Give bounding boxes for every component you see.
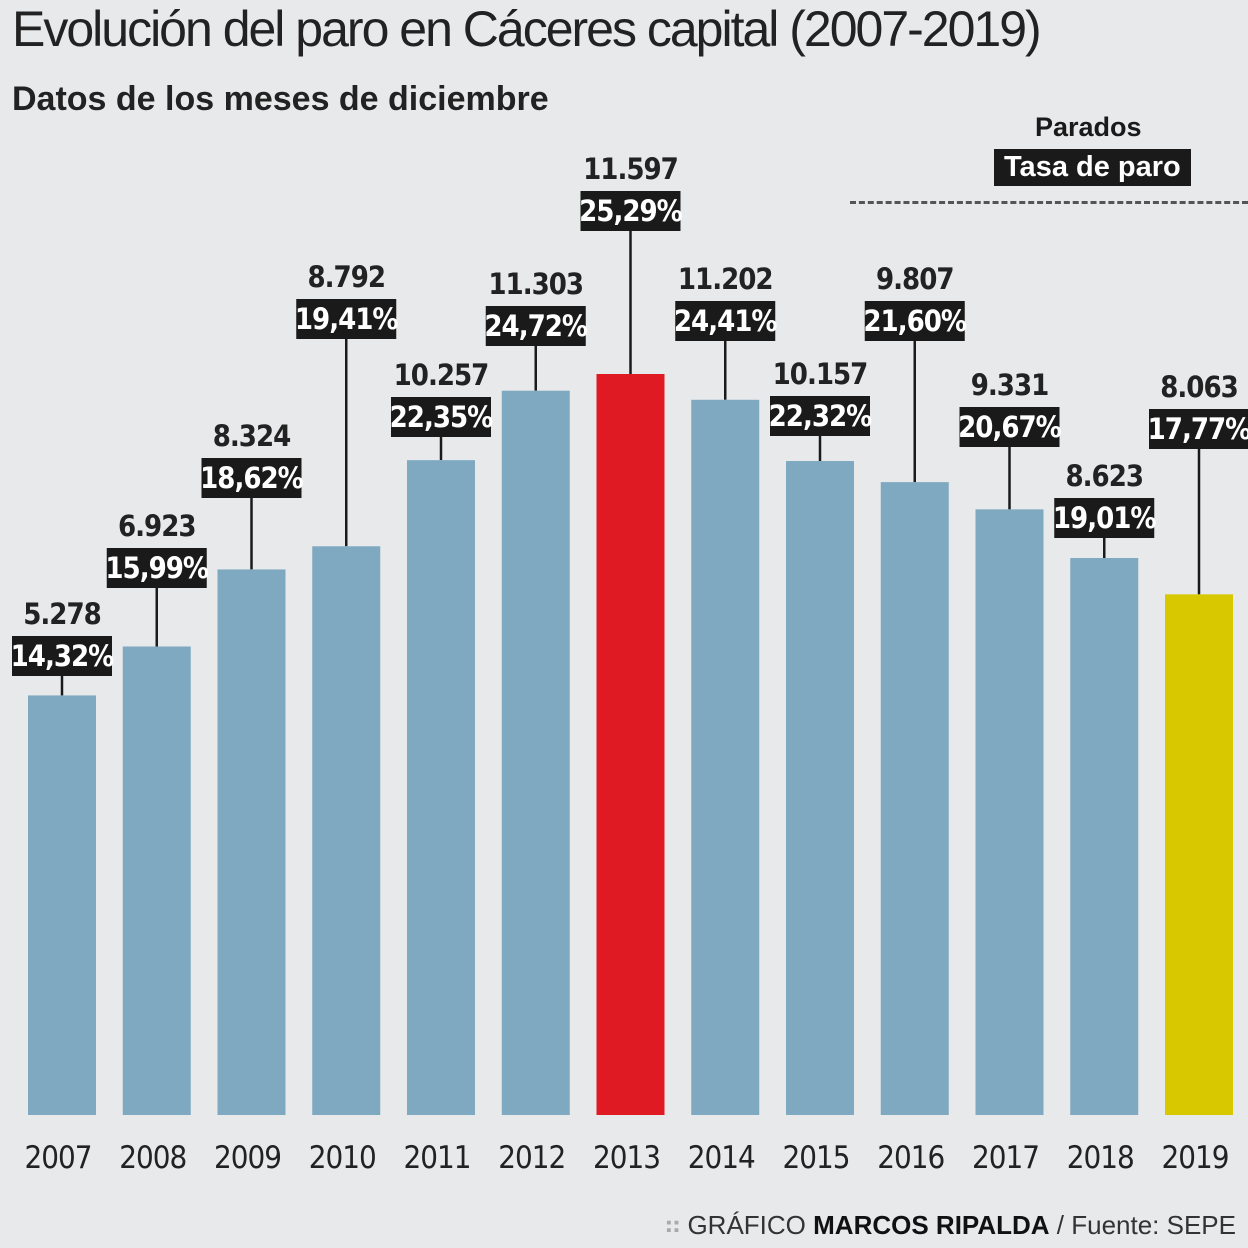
parados-label: 11.597 (583, 152, 678, 186)
footer-author: MARCOS RIPALDA (813, 1210, 1050, 1240)
parados-label: 6.923 (118, 509, 196, 543)
x-tick-label: 2014 (688, 1140, 755, 1176)
rate-label-box (296, 299, 397, 339)
parados-label: 8.063 (1160, 370, 1238, 404)
rate-label: 15,99% (105, 551, 209, 585)
x-tick-label: 2016 (877, 1140, 944, 1176)
footer: ⠶ GRÁFICO MARCOS RIPALDA / Fuente: SEPE (663, 1210, 1236, 1241)
rate-label: 21,60% (863, 304, 967, 338)
rate-label-box (201, 458, 302, 498)
rate-label-box (770, 396, 870, 436)
bar-2015 (786, 461, 854, 1115)
rate-label: 18,62% (200, 461, 304, 495)
rate-label-box (106, 548, 207, 588)
rate-label-box (580, 191, 681, 231)
parados-label: 8.324 (213, 419, 291, 453)
bar-2012 (501, 390, 570, 1116)
rate-label-box (864, 301, 965, 341)
chart-title: Evolución del paro en Cáceres capital (2… (12, 1, 1042, 57)
legend-parados: Parados (1035, 112, 1142, 142)
bar-2013 (596, 374, 665, 1115)
x-tick-label: 2008 (119, 1140, 186, 1176)
rate-label: 19,41% (295, 302, 399, 336)
parados-label: 10.257 (394, 358, 489, 392)
x-tick-label: 2017 (972, 1140, 1039, 1176)
x-tick-label: 2010 (309, 1140, 376, 1176)
bar-2010 (312, 546, 381, 1115)
bar-2019 (1165, 594, 1233, 1115)
parados-label: 11.202 (678, 262, 773, 296)
dots-icon: ⠶ (663, 1210, 682, 1240)
x-tick-label: 2015 (783, 1140, 850, 1176)
bar-2017 (975, 509, 1044, 1115)
parados-label: 11.303 (488, 267, 583, 301)
bar-2011 (407, 460, 475, 1115)
parados-label: 5.278 (23, 597, 101, 631)
x-tick-label: 2018 (1067, 1140, 1134, 1176)
footer-prefix: GRÁFICO (687, 1210, 806, 1240)
rate-label: 22,32% (769, 399, 873, 433)
legend-tasa: Tasa de paro (994, 149, 1191, 186)
footer-source: / Fuente: SEPE (1056, 1210, 1236, 1240)
parados-label: 8.792 (307, 260, 385, 294)
rate-label: 24,72% (484, 309, 588, 343)
rate-label: 14,32% (11, 639, 115, 673)
x-tick-label: 2007 (25, 1140, 92, 1176)
x-tick-label: 2011 (404, 1140, 471, 1176)
rate-label: 20,67% (958, 410, 1062, 444)
rate-label-box (12, 636, 112, 676)
rate-label: 24,41% (674, 304, 778, 338)
rate-label-box (1054, 498, 1155, 538)
legend-divider (850, 201, 1248, 204)
rate-label-box (1149, 409, 1248, 449)
bar-2014 (691, 399, 760, 1115)
x-tick-label: 2019 (1162, 1140, 1229, 1176)
bar-2016 (880, 482, 949, 1115)
bar-2007 (28, 695, 96, 1115)
parados-label: 10.157 (773, 357, 868, 391)
x-tick-label: 2012 (498, 1140, 565, 1176)
rate-label: 17,77% (1148, 412, 1248, 446)
rate-label: 19,01% (1053, 501, 1157, 535)
bar-2008 (122, 646, 191, 1115)
parados-label: 9.331 (971, 368, 1049, 402)
parados-label: 8.623 (1065, 459, 1143, 493)
chart-subtitle: Datos de los meses de diciembre (12, 80, 549, 118)
rate-label: 22,35% (390, 400, 494, 434)
parados-label: 9.807 (876, 262, 954, 296)
x-tick-label: 2013 (593, 1140, 660, 1176)
bar-2009 (217, 569, 286, 1115)
rate-label-box (675, 301, 776, 341)
bar-2018 (1070, 558, 1139, 1115)
rate-label: 25,29% (579, 194, 683, 228)
rate-label-box (391, 397, 491, 437)
rate-label-box (485, 306, 586, 346)
rate-label-box (959, 407, 1060, 447)
x-tick-label: 2009 (214, 1140, 281, 1176)
